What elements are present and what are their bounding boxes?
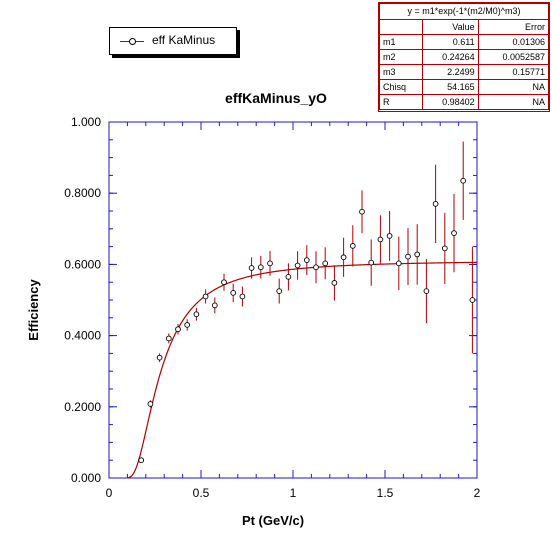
legend-label: eff KaMinus — [152, 33, 216, 47]
fit-header-cell: Value — [421, 19, 479, 35]
fit-table-row: Chisq 54.165 NA — [379, 79, 550, 95]
fit-param-name: R — [379, 94, 423, 110]
data-point — [432, 201, 439, 207]
fit-param-name: m2 — [379, 49, 423, 65]
data-point — [147, 401, 154, 407]
fit-param-error: NA — [477, 94, 550, 110]
data-point — [294, 262, 301, 269]
fit-param-value: 54.165 — [421, 79, 479, 95]
x-tick-label: 0 — [106, 486, 113, 500]
data-point — [423, 288, 430, 294]
y-tick-label: 0.4000 — [64, 329, 101, 343]
x-tick-label: 2 — [474, 486, 481, 500]
data-point — [211, 302, 218, 309]
y-tick-label: 1.000 — [71, 115, 101, 129]
data-point — [165, 335, 172, 342]
y-tick-label: 0.000 — [71, 471, 101, 485]
data-point — [349, 243, 356, 249]
fit-param-error: 0.0052587 — [477, 49, 550, 65]
fit-param-error: 0.15771 — [477, 64, 550, 80]
fit-param-error: NA — [477, 79, 550, 95]
data-point — [239, 293, 246, 300]
data-point — [368, 259, 375, 266]
data-point — [267, 260, 273, 267]
fit-param-value: 2.2499 — [421, 64, 479, 80]
data-point — [469, 297, 476, 303]
plot-frame — [108, 121, 478, 479]
fit-results-table: y = m1*exp(-1*(m2/M0)^m3) Value Error m1… — [378, 2, 550, 112]
data-point — [221, 279, 227, 286]
fit-header-cell: Error — [477, 19, 550, 35]
data-point — [359, 208, 365, 215]
fit-param-value: 0.98402 — [421, 94, 479, 110]
data-point — [405, 253, 411, 260]
fit-table-header: Value Error — [379, 19, 550, 35]
fit-param-error: 0.01306 — [477, 34, 550, 50]
x-axis-title: Pt (GeV/c) — [242, 513, 304, 528]
data-point — [303, 257, 310, 263]
data-point — [395, 260, 402, 267]
data-point — [184, 322, 191, 328]
data-point — [193, 311, 200, 318]
data-point — [322, 260, 329, 267]
fit-header-cell — [379, 19, 423, 35]
data-point — [156, 354, 163, 361]
data-point — [460, 177, 467, 184]
data-point — [441, 245, 448, 252]
x-tick-label: 1 — [290, 486, 297, 500]
fit-param-value: 0.24264 — [421, 49, 479, 65]
fit-table-row: m2 0.24264 0.0052587 — [379, 49, 550, 65]
data-point — [276, 288, 283, 294]
chart-title: effKaMinus_yO — [225, 90, 327, 106]
y-tick-label: 0.6000 — [64, 257, 101, 271]
data-point — [451, 230, 457, 236]
legend-marker-icon — [129, 38, 136, 45]
fit-param-name: Chisq — [379, 79, 423, 95]
legend: eff KaMinus — [109, 27, 237, 55]
y-axis-title: Efficiency — [26, 279, 41, 341]
data-point — [248, 265, 255, 271]
data-point — [386, 233, 393, 239]
x-tick-label: 0.5 — [193, 486, 210, 500]
fit-formula: y = m1*exp(-1*(m2/M0)^m3) — [379, 3, 549, 20]
y-tick-label: 0.2000 — [64, 400, 101, 414]
fit-param-name: m1 — [379, 34, 423, 50]
fit-table-row: m3 2.2499 0.15771 — [379, 64, 550, 80]
data-point — [313, 264, 319, 271]
fit-table-row: R 0.98402 NA — [379, 94, 550, 110]
data-point — [377, 236, 384, 243]
data-point — [285, 274, 292, 280]
x-tick-label: 1.5 — [377, 486, 394, 500]
fit-param-value: 0.611 — [421, 34, 479, 50]
data-point — [340, 254, 347, 261]
fit-curve — [127, 261, 478, 479]
data-point — [257, 264, 264, 271]
data-point — [175, 326, 181, 333]
data-point — [414, 251, 421, 258]
y-tick-label: 0.8000 — [64, 186, 101, 200]
data-point — [202, 293, 209, 300]
data-point — [331, 280, 338, 286]
fit-table-row: m1 0.611 0.01306 — [379, 34, 550, 50]
fit-param-name: m3 — [379, 64, 423, 80]
data-point — [230, 290, 237, 296]
data-point — [138, 457, 145, 464]
